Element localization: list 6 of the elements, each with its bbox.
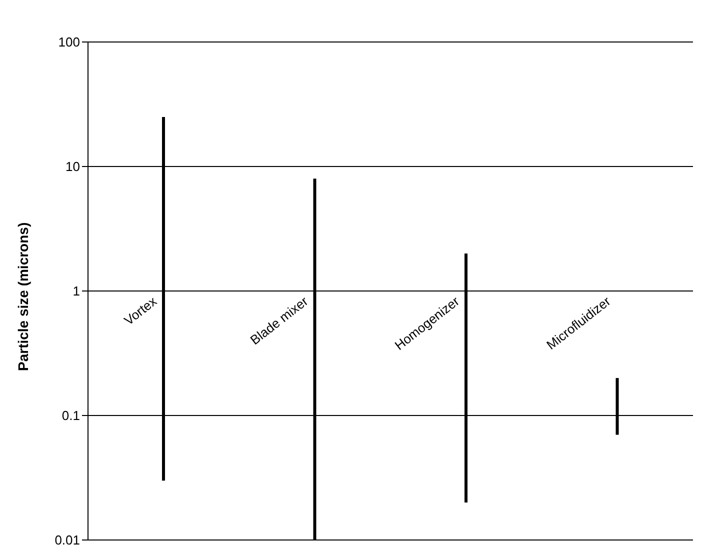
y-axis-title: Particle size (microns) <box>14 222 31 371</box>
y-tick-label: 10 <box>66 159 80 174</box>
y-tick-label: 0.1 <box>62 408 80 424</box>
y-tick-label: 1 <box>72 284 80 299</box>
y-tick-label: 0.01 <box>54 532 80 548</box>
y-tick-label: 100 <box>58 34 80 50</box>
